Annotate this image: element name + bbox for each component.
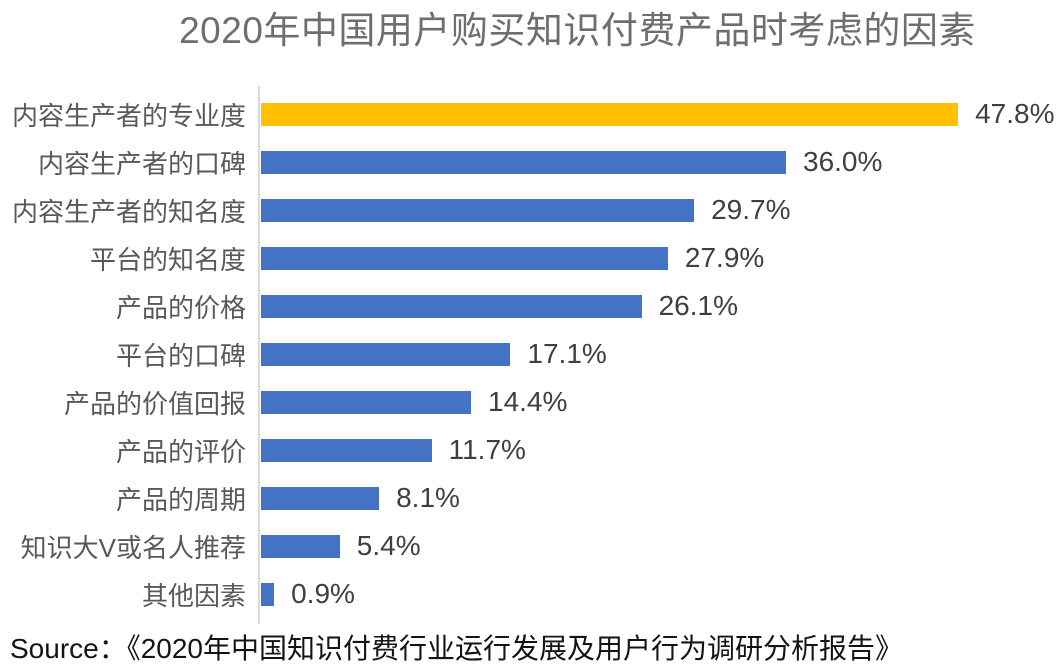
bar: [261, 438, 432, 462]
bar: [261, 486, 380, 510]
chart-row: 知识大V或名人推荐 5.4%: [8, 522, 1063, 570]
y-axis-line: [258, 86, 260, 624]
category-label: 其他因素: [141, 580, 246, 611]
chart-row: 平台的口碑 17.1%: [8, 330, 1063, 378]
bar: [261, 534, 340, 558]
category-label: 产品的价格: [115, 292, 246, 323]
category-label: 平台的口碑: [115, 340, 246, 371]
bar: [261, 582, 275, 606]
bar: [261, 198, 695, 222]
bar-track: 26.1%: [258, 290, 1063, 322]
value-label: 36.0%: [803, 146, 883, 177]
value-label: 27.9%: [684, 242, 765, 273]
chart-row: 产品的价格 26.1%: [8, 282, 1063, 330]
bar-rows: 内容生产者的专业度 47.8% 内容生产者的口碑 36.0% 内容生产者的知名度 29.7…: [8, 90, 1063, 618]
value-label: 8.1%: [396, 482, 460, 513]
value-label: 14.4%: [488, 386, 568, 417]
category-label: 内容生产者的口碑: [37, 148, 246, 179]
source-line: Source：《2020年中国知识付费行业运行发展及用户行为调研分析报告》: [8, 627, 1063, 667]
bar-track: 27.9%: [258, 242, 1063, 274]
source-text: 《2020年中国知识付费行业运行发展及用户行为调研分析报告》: [126, 633, 904, 664]
category-label: 产品的评价: [115, 436, 246, 467]
bar: [261, 246, 668, 270]
chart-row: 产品的评价 11.7%: [8, 426, 1063, 474]
bar-track: 47.8%: [258, 98, 1063, 130]
bar: [261, 342, 511, 366]
value-label: 11.7%: [448, 434, 526, 465]
chart-row: 内容生产者的知名度 29.7%: [8, 186, 1063, 234]
bar: [261, 294, 642, 318]
bar-track: 17.1%: [258, 338, 1063, 370]
chart-title: 2020年中国用户购买知识付费产品时考虑的因素: [179, 10, 976, 51]
plot-area: 内容生产者的专业度 47.8% 内容生产者的口碑 36.0% 内容生产者的知名度 29.7…: [8, 86, 1063, 624]
bar: [261, 102, 959, 126]
chart-row: 其他因素 0.9%: [8, 570, 1063, 618]
value-label: 26.1%: [658, 290, 738, 321]
bar-track: 36.0%: [258, 146, 1063, 178]
chart-row: 内容生产者的专业度 47.8%: [8, 90, 1063, 138]
chart-row: 产品的价值回报 14.4%: [8, 378, 1063, 426]
value-label: 5.4%: [356, 530, 421, 561]
bar: [261, 150, 786, 174]
value-label: 17.1%: [527, 338, 607, 369]
value-label: 47.8%: [975, 98, 1055, 129]
bar-track: 11.7%: [258, 434, 1063, 466]
category-label: 知识大V或名人推荐: [20, 532, 246, 563]
bar-track: 0.9%: [258, 578, 1063, 610]
category-label: 内容生产者的知名度: [11, 196, 246, 227]
bar-track: 5.4%: [258, 530, 1063, 562]
category-label: 产品的周期: [115, 484, 246, 515]
bar: [261, 390, 471, 414]
value-label: 0.9%: [291, 578, 355, 609]
bar-track: 8.1%: [258, 482, 1063, 514]
category-label: 内容生产者的专业度: [11, 100, 246, 131]
chart-row: 内容生产者的口碑 36.0%: [8, 138, 1063, 186]
value-label: 29.7%: [711, 194, 791, 225]
source-label: Source：: [10, 633, 127, 664]
category-label: 平台的知名度: [89, 244, 246, 275]
bar-track: 14.4%: [258, 386, 1063, 418]
chart-row: 产品的周期 8.1%: [8, 474, 1063, 522]
bar-track: 29.7%: [258, 194, 1063, 226]
category-label: 产品的价值回报: [63, 388, 246, 419]
chart-row: 平台的知名度 27.9%: [8, 234, 1063, 282]
